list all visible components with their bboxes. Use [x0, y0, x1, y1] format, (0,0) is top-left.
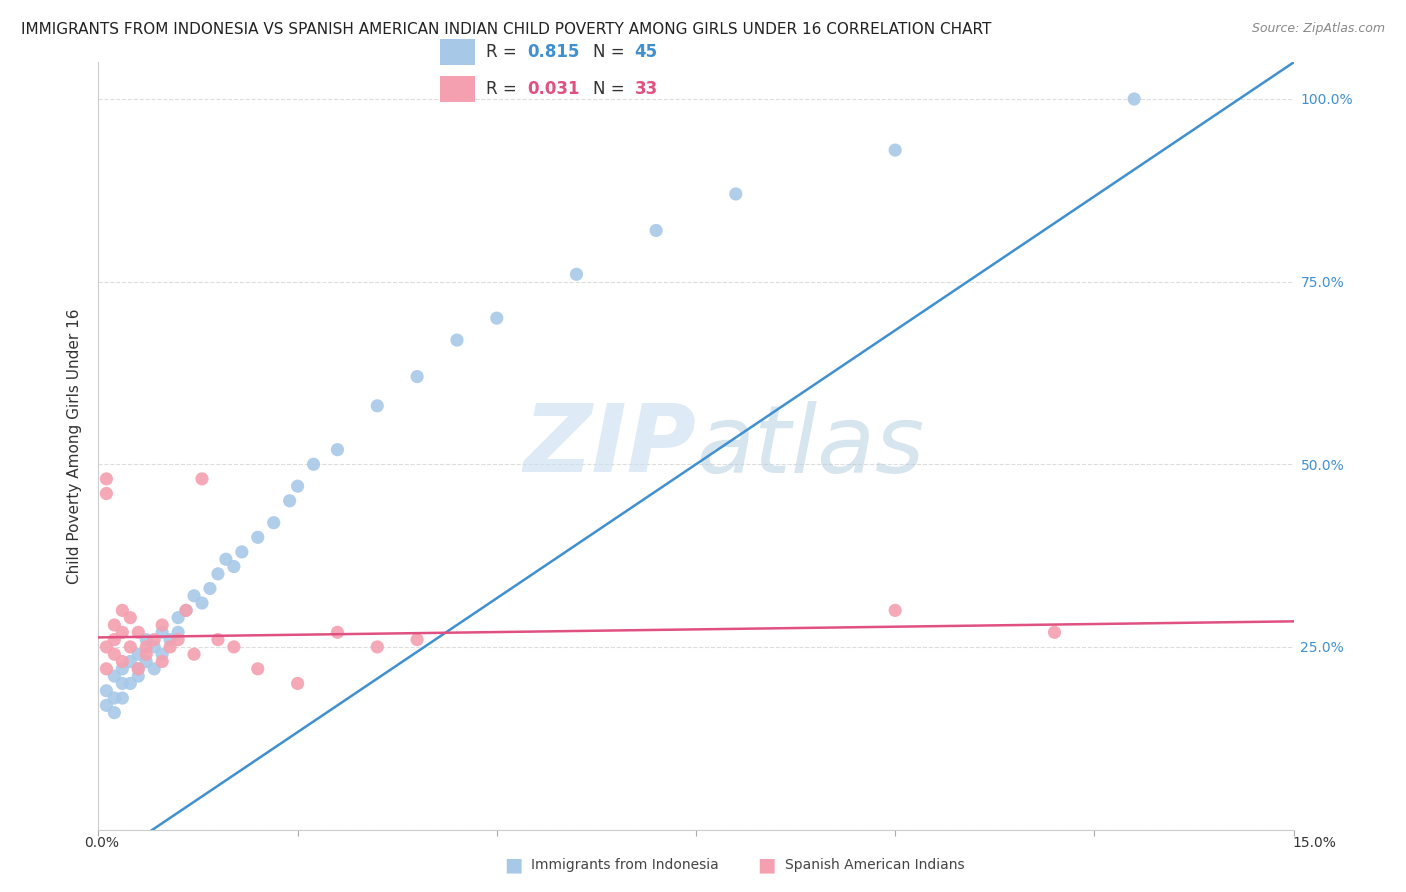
- Text: Spanish American Indians: Spanish American Indians: [785, 858, 965, 872]
- Point: [127, 662, 149, 676]
- Point: [167, 610, 190, 624]
- Point: [150, 655, 173, 669]
- Text: Source: ZipAtlas.com: Source: ZipAtlas.com: [1251, 22, 1385, 36]
- Point: [120, 610, 142, 624]
- Point: [278, 493, 301, 508]
- Point: [326, 625, 349, 640]
- Point: [884, 603, 907, 617]
- Point: [135, 632, 157, 647]
- Point: [135, 640, 157, 654]
- Text: atlas: atlas: [696, 401, 924, 491]
- Text: R =: R =: [486, 43, 523, 61]
- Point: [135, 647, 157, 661]
- Point: [263, 516, 285, 530]
- Point: [724, 186, 747, 201]
- Point: [1123, 92, 1146, 106]
- Point: [96, 486, 118, 500]
- Point: [565, 268, 588, 282]
- Point: [150, 618, 173, 632]
- Point: [150, 647, 173, 661]
- Text: Immigrants from Indonesia: Immigrants from Indonesia: [531, 858, 720, 872]
- Point: [120, 655, 142, 669]
- Point: [207, 632, 229, 647]
- Point: [446, 333, 468, 347]
- Point: [96, 640, 118, 654]
- Point: [191, 596, 214, 610]
- Bar: [440, 39, 475, 65]
- Point: [645, 223, 668, 237]
- Point: [183, 647, 205, 661]
- Point: [159, 640, 181, 654]
- Text: ■: ■: [503, 855, 523, 875]
- Point: [127, 662, 149, 676]
- Point: [103, 618, 125, 632]
- Point: [96, 472, 118, 486]
- Point: [103, 669, 125, 683]
- Point: [231, 545, 253, 559]
- Point: [120, 640, 142, 654]
- Point: [111, 655, 134, 669]
- Text: R =: R =: [486, 80, 523, 98]
- Point: [127, 647, 149, 661]
- Text: 33: 33: [634, 80, 658, 98]
- Text: 45: 45: [634, 43, 658, 61]
- Point: [127, 625, 149, 640]
- Point: [326, 442, 349, 457]
- Point: [406, 369, 429, 384]
- Point: [1043, 625, 1066, 640]
- Point: [406, 632, 429, 647]
- Bar: [440, 76, 475, 102]
- Point: [111, 662, 134, 676]
- Point: [302, 457, 325, 471]
- Text: N =: N =: [593, 43, 630, 61]
- Point: [287, 479, 309, 493]
- Point: [150, 625, 173, 640]
- Point: [167, 625, 190, 640]
- Text: N =: N =: [593, 80, 630, 98]
- Text: 0.815: 0.815: [527, 43, 579, 61]
- Point: [135, 655, 157, 669]
- Point: [96, 698, 118, 713]
- Point: [103, 706, 125, 720]
- Point: [183, 589, 205, 603]
- Text: 15.0%: 15.0%: [1292, 836, 1337, 850]
- Text: IMMIGRANTS FROM INDONESIA VS SPANISH AMERICAN INDIAN CHILD POVERTY AMONG GIRLS U: IMMIGRANTS FROM INDONESIA VS SPANISH AME…: [21, 22, 991, 37]
- Point: [222, 559, 245, 574]
- Point: [143, 662, 166, 676]
- Point: [222, 640, 245, 654]
- Point: [111, 691, 134, 706]
- Point: [246, 662, 269, 676]
- Point: [167, 632, 190, 647]
- Point: [366, 399, 388, 413]
- Point: [191, 472, 214, 486]
- Point: [143, 632, 166, 647]
- Point: [884, 143, 907, 157]
- Point: [103, 647, 125, 661]
- Point: [485, 311, 508, 326]
- Text: 0.031: 0.031: [527, 80, 581, 98]
- Point: [174, 603, 197, 617]
- Point: [111, 676, 134, 690]
- Point: [143, 640, 166, 654]
- Point: [111, 603, 134, 617]
- Point: [198, 582, 221, 596]
- Point: [174, 603, 197, 617]
- Text: 0.0%: 0.0%: [84, 836, 118, 850]
- Point: [246, 530, 269, 544]
- Point: [120, 676, 142, 690]
- Y-axis label: Child Poverty Among Girls Under 16: Child Poverty Among Girls Under 16: [67, 309, 83, 583]
- Point: [111, 625, 134, 640]
- Point: [96, 662, 118, 676]
- Point: [215, 552, 238, 566]
- Point: [103, 691, 125, 706]
- Text: ■: ■: [756, 855, 776, 875]
- Point: [127, 669, 149, 683]
- Point: [96, 683, 118, 698]
- Point: [207, 566, 229, 581]
- Text: ZIP: ZIP: [523, 400, 696, 492]
- Point: [287, 676, 309, 690]
- Point: [366, 640, 388, 654]
- Point: [103, 632, 125, 647]
- Point: [159, 632, 181, 647]
